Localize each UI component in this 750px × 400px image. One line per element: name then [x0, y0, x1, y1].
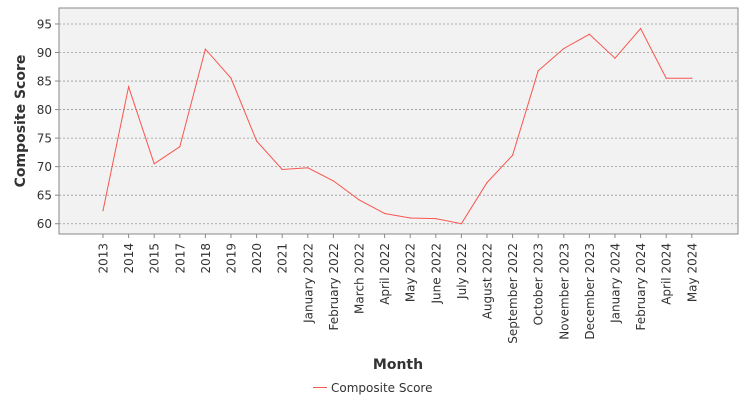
x-tick-label: 2020 [250, 243, 264, 274]
x-tick-label: January 2024 [609, 243, 623, 324]
x-tick-label: 2015 [148, 243, 162, 274]
data-point [486, 182, 488, 184]
legend-label-composite-score: Composite Score [331, 381, 432, 395]
legend: Composite Score [313, 381, 432, 395]
x-tick-label: April 2024 [660, 243, 674, 305]
data-point [614, 57, 616, 59]
x-axis-title: Month [373, 357, 423, 373]
x-tick-label: December 2023 [583, 243, 597, 340]
gridlines [59, 23, 738, 225]
y-tick-label-95: 95 [37, 17, 52, 31]
data-point [563, 47, 565, 50]
x-tick-label: 2021 [276, 243, 290, 274]
x-tick-label: February 2024 [634, 243, 648, 331]
data-point [307, 167, 309, 169]
data-point [179, 146, 181, 148]
x-tick-label: November 2023 [557, 243, 571, 340]
data-point [384, 212, 386, 215]
data-point [153, 163, 155, 165]
data-point [640, 27, 642, 30]
data-point [665, 77, 667, 79]
y-tick-label-65: 65 [37, 189, 52, 203]
x-tick-label: March 2022 [353, 243, 367, 314]
y-tick-label-70: 70 [37, 160, 52, 174]
y-axis-ticks: 60 65 70 75 80 85 90 95 [37, 17, 59, 231]
x-tick-label: October 2023 [532, 243, 546, 325]
x-tick-label: May 2022 [404, 243, 418, 302]
series-layer [102, 27, 693, 225]
x-tick-label: April 2022 [378, 243, 392, 305]
x-tick-label: 2014 [122, 243, 136, 274]
data-point [102, 210, 104, 212]
x-tick-label: June 2022 [429, 243, 443, 305]
data-point [128, 86, 130, 88]
data-point [588, 33, 591, 35]
data-point [691, 77, 693, 79]
x-tick-label: May 2024 [685, 243, 699, 302]
x-axis-ticks: 2013 2014 2015 2017 2018 2019 2020 2021 January … [97, 234, 699, 344]
data-point [409, 217, 411, 219]
y-tick-label-60: 60 [37, 217, 52, 231]
y-tick-label-80: 80 [37, 103, 52, 117]
data-point [537, 70, 539, 72]
y-tick-label-85: 85 [37, 75, 52, 89]
x-tick-label: September 2022 [506, 243, 520, 344]
data-point [358, 199, 360, 201]
y-tick-label-75: 75 [37, 132, 52, 146]
x-tick-label: July 2022 [455, 243, 469, 300]
x-tick-label: 2013 [97, 243, 111, 274]
data-point [204, 48, 206, 50]
x-tick-label: February 2022 [327, 243, 341, 331]
x-tick-label: 2017 [173, 243, 187, 274]
data-point [511, 154, 514, 156]
y-tick-label-90: 90 [37, 46, 52, 60]
y-axis-title: Composite Score [13, 55, 29, 188]
x-tick-label: August 2022 [481, 243, 495, 319]
data-point [256, 140, 258, 142]
series-line-composite-score [102, 27, 692, 225]
plot-area [58, 7, 739, 235]
x-tick-label: January 2022 [301, 243, 315, 324]
data-point [230, 77, 232, 79]
data-point [332, 180, 334, 182]
data-point [460, 223, 462, 225]
data-point [435, 217, 437, 220]
data-point [281, 168, 283, 171]
x-tick-label: 2019 [225, 243, 239, 274]
x-tick-label: 2018 [199, 243, 213, 274]
